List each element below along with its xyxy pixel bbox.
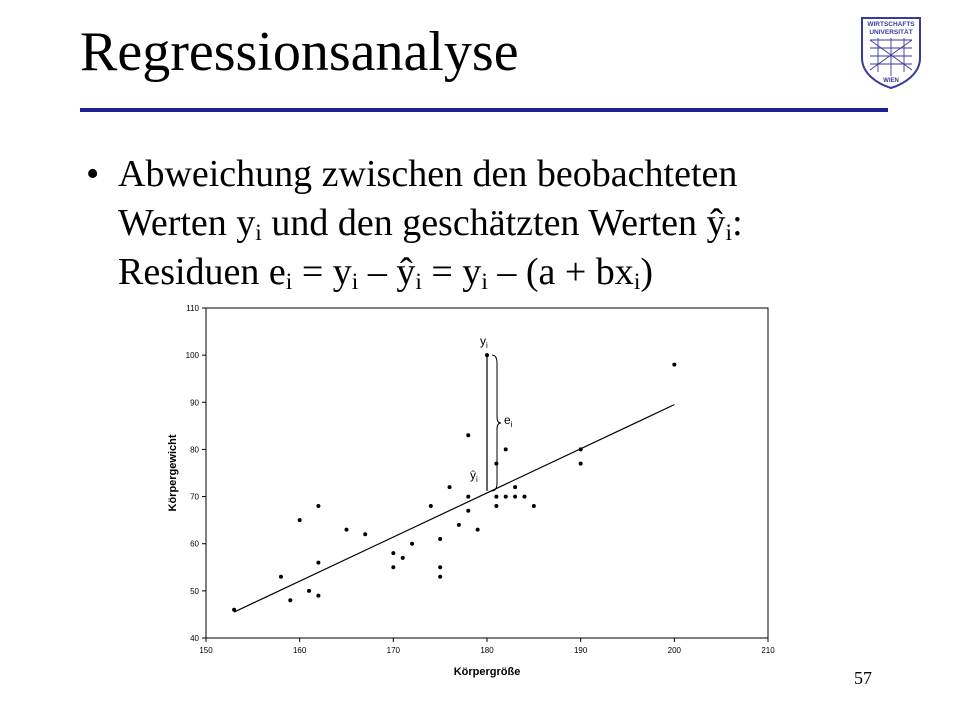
bullet-line-3: Residuen ei = yi – ŷi = yi – (a + bxi) bbox=[118, 251, 654, 296]
data-point bbox=[494, 461, 499, 466]
data-point bbox=[466, 433, 471, 438]
data-point bbox=[428, 504, 433, 508]
y-tick-label: 60 bbox=[190, 540, 199, 549]
data-point bbox=[494, 504, 499, 508]
data-point bbox=[297, 518, 302, 523]
y-axis-label: Körpergewicht bbox=[167, 434, 179, 511]
x-axis-label: Körpergröße bbox=[454, 666, 521, 678]
data-point bbox=[513, 494, 518, 499]
x-tick-label: 150 bbox=[199, 646, 213, 655]
data-point bbox=[232, 607, 237, 612]
bullet-line-1: Abweichung zwischen den beobachteten bbox=[118, 153, 738, 195]
bullet-line-2: Werten yi und den geschätzten Werten ŷi: bbox=[118, 202, 743, 247]
slide-title: Regressionsanalyse bbox=[80, 21, 519, 83]
data-point bbox=[391, 551, 396, 556]
data-point bbox=[288, 598, 293, 603]
data-point bbox=[363, 532, 368, 537]
data-point bbox=[522, 494, 527, 499]
data-point bbox=[466, 494, 471, 499]
data-point bbox=[466, 508, 471, 513]
data-point bbox=[456, 522, 461, 527]
data-point bbox=[410, 541, 415, 546]
data-point bbox=[447, 485, 452, 490]
y-tick-label: 110 bbox=[186, 304, 199, 313]
y-tick-label: 90 bbox=[190, 398, 199, 407]
logo-text-line1: WIRTSCHAFTS bbox=[867, 21, 915, 28]
data-point bbox=[513, 485, 518, 490]
x-tick-label: 190 bbox=[574, 646, 588, 655]
data-point bbox=[503, 494, 508, 499]
data-point bbox=[503, 447, 508, 452]
page-number: 57 bbox=[854, 668, 872, 688]
university-logo: WIRTSCHAFTS UNIVERSITÄT WIEN bbox=[861, 17, 921, 90]
data-marks bbox=[232, 353, 677, 613]
data-point bbox=[316, 504, 321, 508]
x-tick-label: 180 bbox=[480, 646, 494, 655]
x-tick-label: 210 bbox=[761, 646, 775, 655]
y-tick-label: 50 bbox=[190, 587, 199, 596]
y-tick-label: 70 bbox=[190, 493, 199, 502]
data-point bbox=[438, 565, 443, 570]
data-point bbox=[494, 494, 499, 499]
data-point bbox=[316, 593, 321, 598]
title-underline bbox=[80, 108, 888, 112]
data-point bbox=[578, 447, 583, 452]
data-point bbox=[578, 461, 583, 466]
data-point bbox=[278, 574, 283, 579]
data-point bbox=[485, 353, 489, 358]
data-point bbox=[316, 560, 321, 565]
data-point bbox=[344, 527, 349, 532]
data-point bbox=[438, 574, 443, 579]
x-tick-label: 160 bbox=[293, 646, 307, 655]
data-point bbox=[391, 565, 396, 570]
observed-y-label: yi bbox=[480, 334, 488, 350]
residual-e-label: ei bbox=[504, 413, 513, 429]
bullet-text: Abweichung zwischen den beobachteten Wer… bbox=[118, 150, 878, 297]
y-tick-label: 40 bbox=[190, 634, 199, 643]
data-point bbox=[438, 537, 443, 541]
data-point bbox=[475, 527, 480, 532]
data-point bbox=[531, 504, 536, 508]
plot-area: 40 50 60 70 80 90 100 110 150 160 170 180 190 200 210 bbox=[186, 304, 776, 655]
fitted-y-label: ŷi bbox=[470, 468, 478, 484]
y-tick-label: 100 bbox=[186, 351, 200, 360]
x-tick-label: 170 bbox=[387, 646, 401, 655]
residual-brace bbox=[491, 354, 502, 492]
annotations: yi ei ŷi bbox=[470, 334, 513, 492]
logo-text-line2: UNIVERSITÄT bbox=[869, 28, 912, 36]
data-point bbox=[672, 362, 677, 367]
data-point bbox=[400, 555, 405, 560]
x-tick-label: 200 bbox=[668, 646, 682, 655]
y-tick-label: 80 bbox=[190, 445, 199, 454]
data-point bbox=[307, 588, 312, 593]
bullet-marker: • bbox=[86, 153, 100, 195]
regression-line bbox=[233, 404, 675, 613]
logo-text-line3: WIEN bbox=[883, 78, 899, 84]
